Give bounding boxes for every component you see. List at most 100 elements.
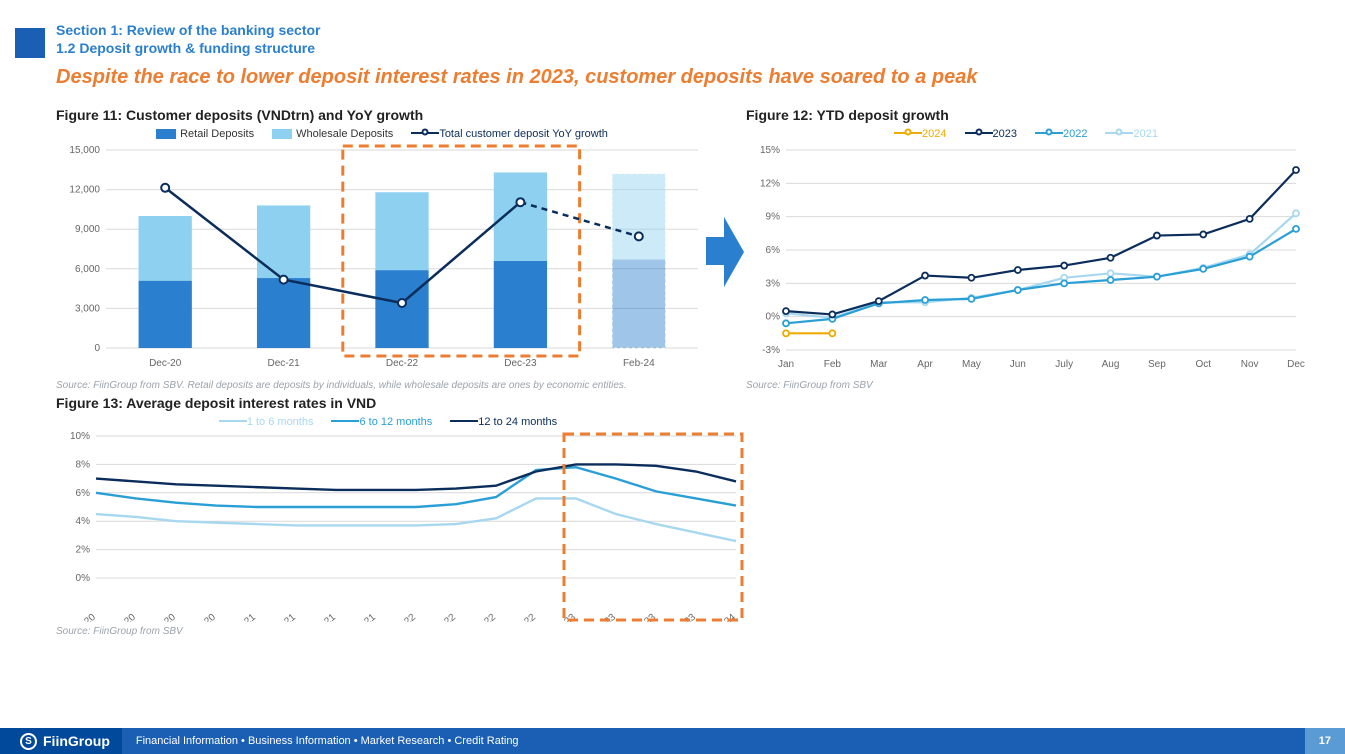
figure-13-title: Figure 13: Average deposit interest rate… bbox=[56, 395, 720, 411]
svg-text:Mar-21: Mar-21 bbox=[227, 612, 259, 622]
charts-row-top: Figure 11: Customer deposits (VNDtrn) an… bbox=[0, 89, 1345, 391]
marker-y2022 bbox=[1200, 266, 1206, 272]
svg-text:Mar: Mar bbox=[870, 359, 888, 370]
legend-retail: Retail Deposits bbox=[156, 128, 254, 140]
marker-y2024 bbox=[829, 330, 835, 336]
svg-text:Dec-20: Dec-20 bbox=[186, 612, 218, 622]
svg-text:Sep: Sep bbox=[1148, 359, 1166, 370]
svg-text:6%: 6% bbox=[766, 245, 781, 256]
figure-12-legend: 2024 2023 2022 2021 bbox=[746, 127, 1306, 140]
yoy-marker bbox=[516, 198, 524, 206]
svg-text:May: May bbox=[962, 359, 981, 370]
marker-y2023 bbox=[1061, 263, 1067, 269]
svg-text:Jun-20: Jun-20 bbox=[107, 612, 138, 622]
svg-text:Mar-22: Mar-22 bbox=[387, 612, 419, 622]
line-y2022 bbox=[786, 229, 1296, 323]
svg-text:Sep-22: Sep-22 bbox=[466, 612, 498, 622]
svg-text:Jun: Jun bbox=[1010, 359, 1026, 370]
line-r2 bbox=[96, 467, 736, 507]
svg-text:-3%: -3% bbox=[762, 345, 780, 356]
svg-text:Jun-22: Jun-22 bbox=[427, 612, 458, 622]
svg-text:Aug: Aug bbox=[1102, 359, 1120, 370]
bar-wholesale bbox=[257, 205, 310, 278]
svg-text:0: 0 bbox=[94, 343, 100, 354]
subsection-label: 1.2 Deposit growth & funding structure bbox=[56, 40, 1345, 56]
slide-header: Section 1: Review of the banking sector … bbox=[0, 0, 1345, 56]
figure-12-title: Figure 12: YTD deposit growth bbox=[746, 107, 1306, 123]
headline: Despite the race to lower deposit intere… bbox=[56, 66, 1345, 89]
marker-y2022 bbox=[1061, 280, 1067, 286]
svg-text:0%: 0% bbox=[766, 312, 781, 323]
svg-text:Mar-20: Mar-20 bbox=[67, 612, 99, 622]
svg-text:Apr: Apr bbox=[917, 359, 933, 370]
svg-text:July: July bbox=[1055, 359, 1073, 370]
svg-text:Oct: Oct bbox=[1195, 359, 1211, 370]
bar-wholesale bbox=[375, 192, 428, 270]
legend-2022: 2022 bbox=[1035, 127, 1087, 140]
marker-y2022 bbox=[783, 320, 789, 326]
marker-y2023 bbox=[829, 311, 835, 317]
svg-text:Dec-21: Dec-21 bbox=[267, 358, 300, 369]
figure-12-source: Source: FiinGroup from SBV bbox=[746, 380, 1306, 391]
svg-text:15,000: 15,000 bbox=[69, 145, 100, 156]
marker-y2022 bbox=[922, 297, 928, 303]
marker-y2023 bbox=[1108, 255, 1114, 261]
footer-page-number: 17 bbox=[1305, 728, 1345, 754]
svg-text:Feb: Feb bbox=[824, 359, 842, 370]
svg-text:Dec-22: Dec-22 bbox=[386, 358, 419, 369]
figure-11-source: Source: FiinGroup from SBV. Retail depos… bbox=[56, 380, 708, 391]
section-label: Section 1: Review of the banking sector bbox=[56, 22, 1345, 38]
bar-retail bbox=[494, 261, 547, 348]
marker-y2022 bbox=[1293, 226, 1299, 232]
svg-text:8%: 8% bbox=[76, 459, 91, 470]
marker-y2022 bbox=[968, 296, 974, 302]
marker-y2022 bbox=[1154, 274, 1160, 280]
svg-text:3%: 3% bbox=[766, 278, 781, 289]
marker-y2022 bbox=[1108, 277, 1114, 283]
footer: S FiinGroup Financial Information • Busi… bbox=[0, 728, 1345, 754]
bar-retail bbox=[139, 281, 192, 348]
arrow-icon bbox=[704, 207, 744, 297]
marker-y2023 bbox=[1200, 231, 1206, 237]
svg-text:12%: 12% bbox=[760, 178, 780, 189]
highlight-box-fig13 bbox=[564, 434, 742, 620]
svg-text:Sep-20: Sep-20 bbox=[146, 612, 178, 622]
svg-text:9%: 9% bbox=[766, 212, 781, 223]
svg-text:Dec-20: Dec-20 bbox=[149, 358, 182, 369]
yoy-marker bbox=[161, 184, 169, 192]
svg-text:6,000: 6,000 bbox=[75, 264, 100, 275]
footer-logo: S FiinGroup bbox=[0, 728, 122, 754]
marker-y2021 bbox=[1293, 210, 1299, 216]
figure-13-legend: 1 to 6 months 6 to 12 months 12 to 24 mo… bbox=[56, 415, 720, 428]
legend-2024: 2024 bbox=[894, 127, 946, 140]
svg-text:Nov: Nov bbox=[1241, 359, 1259, 370]
svg-text:15%: 15% bbox=[760, 145, 780, 156]
svg-text:Feb-24: Feb-24 bbox=[623, 358, 655, 369]
marker-y2023 bbox=[968, 275, 974, 281]
figure-13-source: Source: FiinGroup from SBV bbox=[56, 626, 720, 637]
bar-retail bbox=[612, 260, 665, 348]
bar-retail bbox=[375, 270, 428, 348]
marker-y2023 bbox=[783, 308, 789, 314]
svg-text:12,000: 12,000 bbox=[69, 185, 100, 196]
figure-12-svg: -3%0%3%6%9%12%15%JanFebMarAprMayJunJulyA… bbox=[746, 144, 1306, 376]
marker-y2023 bbox=[1154, 233, 1160, 239]
line-y2023 bbox=[786, 170, 1296, 314]
marker-y2023 bbox=[922, 273, 928, 279]
svg-text:9,000: 9,000 bbox=[75, 224, 100, 235]
bar-retail bbox=[257, 278, 310, 348]
svg-text:6%: 6% bbox=[76, 488, 91, 499]
svg-text:Jun-21: Jun-21 bbox=[267, 612, 298, 622]
marker-y2022 bbox=[1247, 254, 1253, 260]
svg-text:Dec: Dec bbox=[1287, 359, 1305, 370]
legend-12-24: 12 to 24 months bbox=[450, 415, 557, 428]
svg-text:Sep-21: Sep-21 bbox=[306, 612, 338, 622]
figure-11-title: Figure 11: Customer deposits (VNDtrn) an… bbox=[56, 107, 708, 123]
figure-11: Figure 11: Customer deposits (VNDtrn) an… bbox=[56, 107, 708, 391]
marker-y2024 bbox=[783, 330, 789, 336]
svg-text:Dec-21: Dec-21 bbox=[346, 612, 378, 622]
figure-13-svg: 0%2%4%6%8%10%Mar-20Jun-20Sep-20Dec-20Mar… bbox=[56, 432, 746, 622]
legend-yoy: Total customer deposit YoY growth bbox=[411, 127, 608, 140]
marker-y2022 bbox=[1015, 287, 1021, 293]
svg-text:4%: 4% bbox=[76, 516, 91, 527]
